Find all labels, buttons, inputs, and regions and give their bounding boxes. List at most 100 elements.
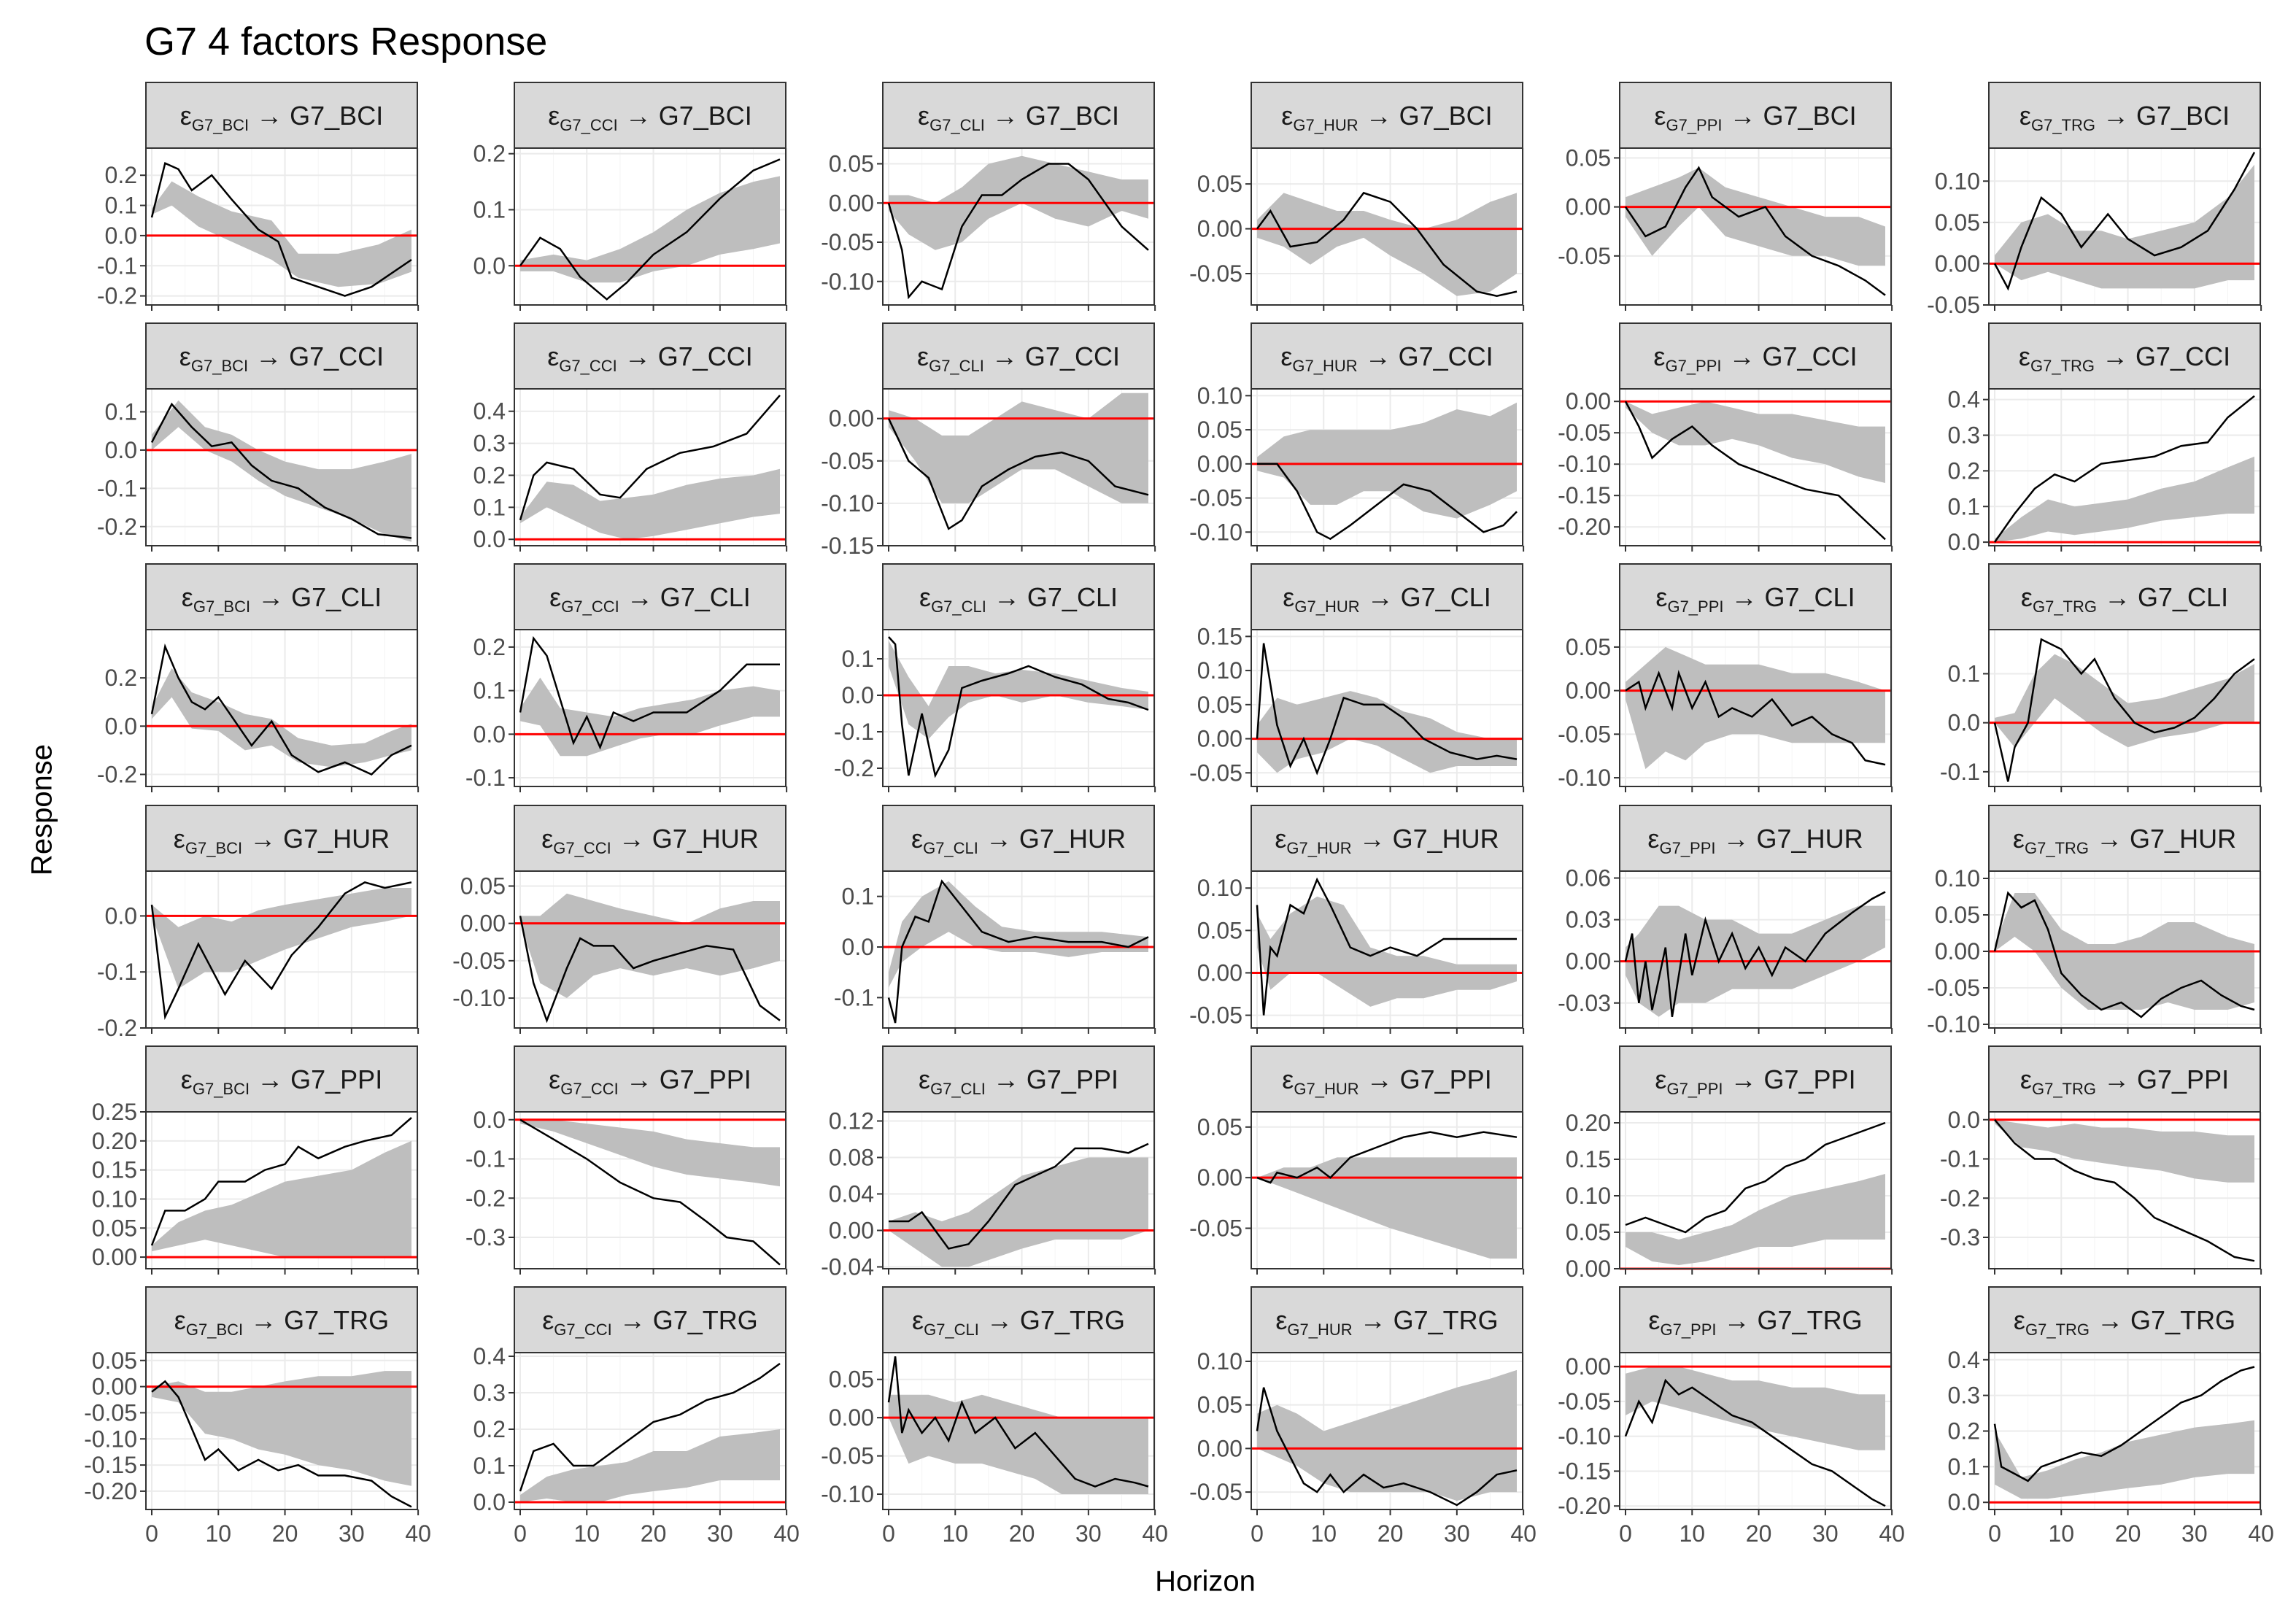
facet-strip-label: εG7_PPI → G7_HUR — [1647, 824, 1863, 857]
confidence-band — [1626, 167, 1885, 266]
irf-line — [519, 635, 780, 750]
y-tick-label: 0.4 — [1948, 1347, 1980, 1373]
y-tick-label: -0.1 — [834, 719, 874, 745]
confidence-band — [1995, 456, 2254, 543]
y-tick-label: 0.1 — [842, 884, 874, 910]
irf-line — [150, 402, 412, 539]
y-tick-label: 0.2 — [105, 162, 137, 188]
y-tick-label: 0.2 — [473, 634, 506, 660]
y-tick-label: 0.0 — [473, 1107, 506, 1133]
epsilon-symbol: ε — [918, 101, 929, 131]
facet-strip — [1251, 805, 1523, 872]
facet-strip-label: εG7_PPI → G7_CCI — [1653, 341, 1857, 375]
facet-panel: εG7_CLI → G7_CLI-0.2-0.10.00.1 — [834, 563, 1156, 792]
x-tick-label: 0 — [514, 1520, 527, 1547]
facet-panel: εG7_TRG → G7_HUR -0.10 -0.05 0.00 0.05 0.10 — [1927, 805, 2262, 1037]
y-tick-label: 0.05 — [1566, 144, 1611, 171]
y-tick-label: -0.10 — [1558, 765, 1611, 791]
x-tick-label: 0 — [1988, 1520, 2001, 1547]
facet-panel: εG7_CLI → G7_CCI -0.15 -0.10 -0.05 0.00 — [821, 322, 1156, 559]
shock-subscript: G7_PPI — [1665, 357, 1721, 375]
facet-strip — [1619, 563, 1892, 630]
facet-panel: εG7_BCI → G7_BCI-0.2-0.10.00.10.2 — [97, 82, 420, 311]
y-tick-label: -0.04 — [821, 1254, 874, 1280]
irf-line — [1256, 191, 1518, 297]
panel-border — [1988, 629, 2261, 787]
y-tick-label: 0.0 — [105, 713, 137, 739]
y-tick-label: 0.10 — [1197, 657, 1242, 684]
facet-strip-label: εG7_CCI → G7_PPI — [549, 1064, 751, 1098]
y-tick-label: 0.03 — [1566, 907, 1611, 933]
confidence-band — [889, 881, 1148, 988]
x-tick-label: 30 — [1444, 1520, 1470, 1547]
panel-border — [1988, 388, 2261, 546]
irf-line — [519, 1118, 781, 1266]
response-variable: G7_PPI — [1400, 1064, 1492, 1094]
panel-border — [1619, 629, 1892, 787]
arrow-icon: → — [617, 341, 658, 371]
response-variable: G7_TRG — [1394, 1305, 1499, 1335]
epsilon-symbol: ε — [2020, 1064, 2032, 1094]
facet-strip-label: εG7_CCI → G7_CLI — [549, 582, 751, 616]
confidence-band — [1626, 401, 1885, 483]
panel-border — [145, 870, 418, 1029]
response-variable: G7_CCI — [1763, 341, 1858, 371]
facet-panel: εG7_BCI → G7_TRG -0.20-0.15-0.10-0.050.00… — [84, 1286, 431, 1547]
shock-subscript: G7_CCI — [559, 357, 616, 375]
facet-strip-label: εG7_TRG → G7_HUR — [2013, 824, 2236, 857]
arrow-icon: → — [619, 582, 660, 612]
response-variable: G7_HUR — [2130, 824, 2236, 854]
confidence-band — [1995, 654, 2254, 748]
arrow-icon: → — [1724, 582, 1765, 612]
y-tick-label: -0.05 — [1927, 292, 1980, 318]
arrow-icon: → — [1360, 582, 1401, 612]
y-tick-label: 0.10 — [1566, 1183, 1611, 1209]
y-tick-label: 0.00 — [1566, 948, 1611, 975]
x-tick-label: 30 — [1812, 1520, 1839, 1547]
y-tick-label: 0.00 — [1935, 938, 1980, 964]
y-tick-label: -0.1 — [97, 475, 137, 501]
arrow-icon: → — [250, 582, 291, 612]
epsilon-symbol: ε — [181, 1064, 193, 1094]
confidence-band — [1626, 646, 1885, 770]
response-variable: G7_TRG — [1020, 1305, 1125, 1335]
shock-subscript: G7_CCI — [553, 839, 611, 857]
confidence-band — [152, 1371, 411, 1486]
y-tick-label: 0.05 — [1197, 417, 1242, 443]
arrow-icon: → — [984, 341, 1025, 371]
panel-border — [882, 147, 1155, 306]
y-tick-label: -0.05 — [1189, 1215, 1242, 1242]
facet-strip-label: εG7_CLI → G7_HUR — [911, 824, 1126, 857]
y-tick-label: 0.05 — [1197, 917, 1242, 943]
y-tick-label: 0.1 — [1948, 1453, 1980, 1480]
response-variable: G7_CLI — [1765, 582, 1855, 612]
shock-subscript: G7_BCI — [185, 839, 242, 857]
facet-panel: εG7_CLI → G7_HUR -0.1 0.0 0.1 — [834, 805, 1156, 1034]
y-tick-label: -0.05 — [84, 1399, 137, 1426]
shock-subscript: G7_TRG — [2030, 357, 2095, 375]
facet-strip — [514, 1045, 786, 1113]
irf-line — [1625, 1121, 1886, 1234]
facet-panel: εG7_HUR → G7_TRG -0.05 0.00 0.05 0.10 0 10 20 30… — [1189, 1286, 1537, 1547]
panel-border — [145, 1111, 418, 1269]
y-tick-label: 0.0 — [105, 223, 137, 249]
epsilon-symbol: ε — [1648, 1305, 1660, 1335]
response-variable: G7_CLI — [2138, 582, 2228, 612]
arrow-icon: → — [2096, 1064, 2137, 1094]
y-tick-label: 0.05 — [829, 151, 874, 177]
y-tick-label: 0.00 — [1566, 1353, 1611, 1380]
arrow-icon: → — [249, 101, 290, 131]
y-tick-label: 0.00 — [1566, 388, 1611, 414]
facet-panel: εG7_PPI → G7_CLI -0.10 -0.05 0.00 0.05 — [1558, 563, 1893, 792]
facet-panel: εG7_TRG → G7_PPI -0.3 -0.2 -0.1 0.0 — [1940, 1045, 2262, 1275]
arrow-icon: → — [986, 582, 1027, 612]
y-tick-label: 0.1 — [105, 193, 137, 219]
facet-strip-label: εG7_BCI → G7_PPI — [181, 1064, 382, 1098]
y-tick-label: -0.05 — [1558, 721, 1611, 747]
facet-panel: εG7_PPI → G7_HUR -0.03 0.00 0.03 0.06 — [1558, 805, 1893, 1034]
panel-border — [1251, 1352, 1523, 1510]
facet-strip — [514, 82, 786, 149]
shock-subscript: G7_HUR — [1286, 839, 1351, 857]
y-tick-label: -0.20 — [1558, 514, 1611, 540]
